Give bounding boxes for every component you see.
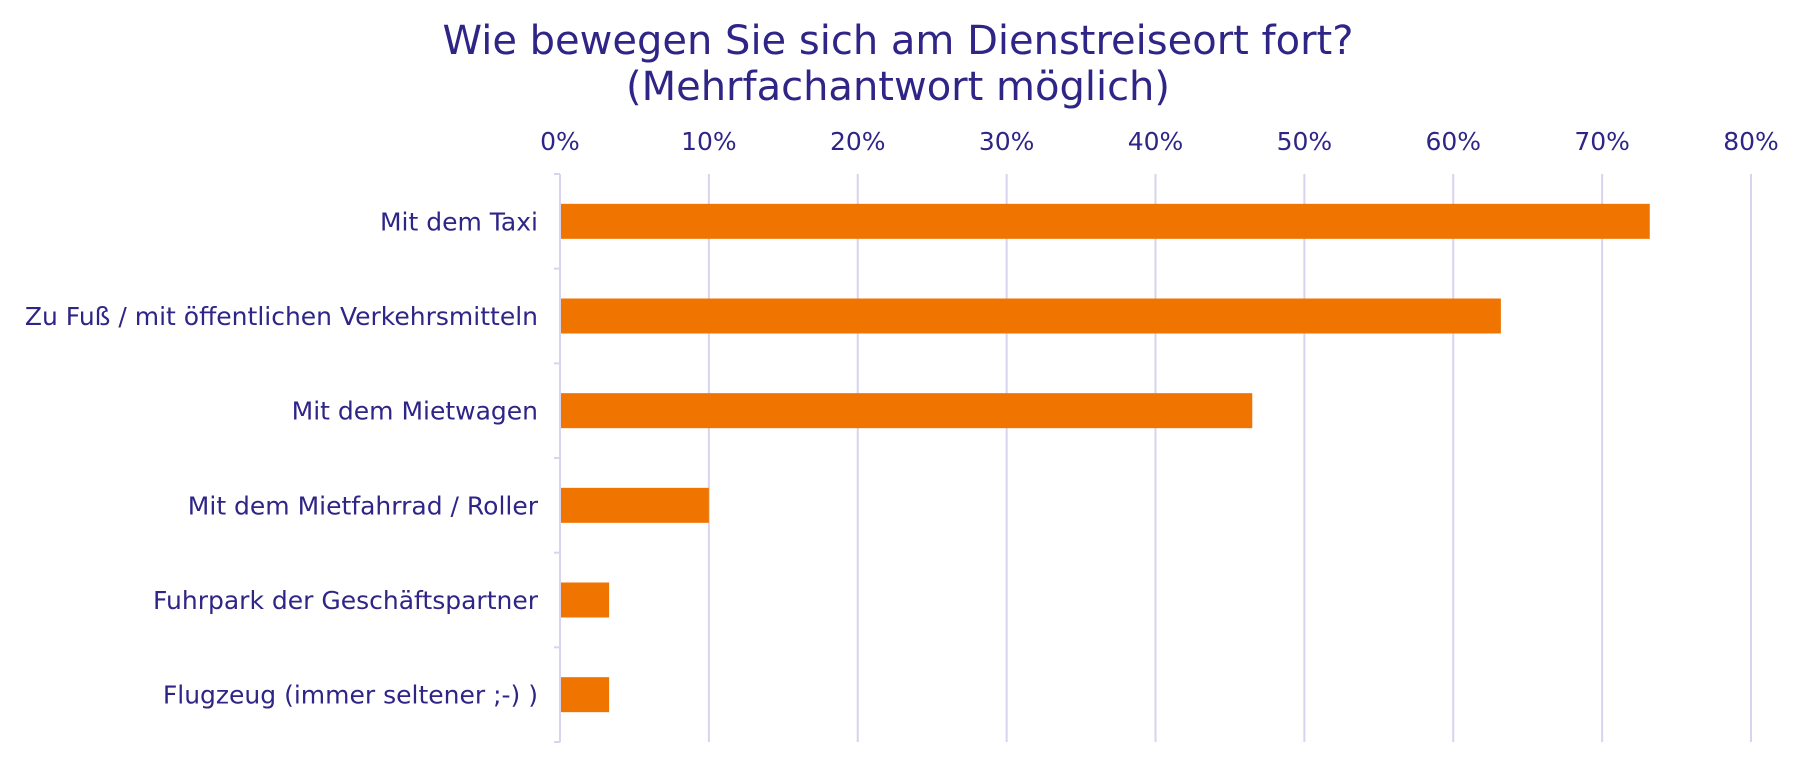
- category-label: Fuhrpark der Geschäftspartner: [153, 586, 539, 615]
- category-labels: Mit dem Taxi Zu Fuß / mit öffentlichen Ve…: [25, 207, 539, 709]
- category-label: Flugzeug (immer seltener ;-) ): [163, 681, 538, 710]
- x-tick-label: 60%: [1425, 127, 1481, 156]
- bar: [561, 487, 709, 523]
- chart-subtitle: (Mehrfachantwort möglich): [626, 64, 1170, 110]
- category-label: Mit dem Taxi: [380, 207, 538, 236]
- category-label: Zu Fuß / mit öffentlichen Verkehrsmittel…: [25, 302, 538, 331]
- x-tick-label: 50%: [1277, 127, 1333, 156]
- bar: [561, 393, 1253, 429]
- category-label: Mit dem Mietfahrrad / Roller: [188, 491, 539, 520]
- bar: [561, 582, 610, 618]
- x-tick-label: 70%: [1574, 127, 1630, 156]
- x-tick-label: 0%: [540, 127, 580, 156]
- category-label: Mit dem Mietwagen: [292, 397, 538, 426]
- x-tick-label: 40%: [1128, 127, 1184, 156]
- chart-title: Wie bewegen Sie sich am Dienstreiseort f…: [443, 18, 1354, 64]
- bars: [561, 203, 1650, 713]
- bar: [561, 298, 1501, 334]
- bar: [561, 677, 610, 713]
- x-tick-label: 80%: [1723, 127, 1779, 156]
- x-axis-ticks: 0% 10% 20% 30% 40% 50% 60% 70% 80%: [540, 127, 1779, 156]
- x-tick-label: 20%: [830, 127, 886, 156]
- x-tick-label: 10%: [681, 127, 737, 156]
- bar: [561, 203, 1650, 239]
- gridlines: [554, 173, 1752, 743]
- x-tick-label: 30%: [979, 127, 1035, 156]
